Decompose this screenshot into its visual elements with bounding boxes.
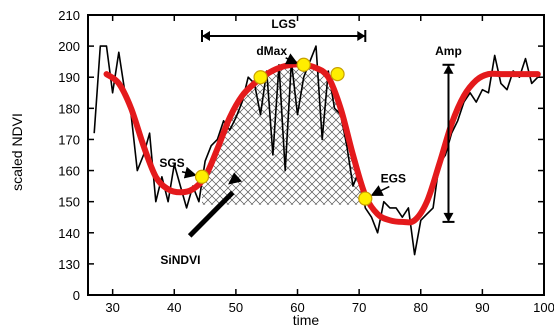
x-tick-label: 90 bbox=[475, 300, 489, 315]
lgs-arrow-left-head bbox=[202, 31, 210, 41]
dmax-pointer bbox=[284, 53, 299, 65]
sindvi-pointer-shaft bbox=[187, 190, 235, 238]
amp-arrow-bottom-head bbox=[443, 212, 454, 222]
y-tick-label: 190 bbox=[58, 70, 80, 85]
y-tick-label: 210 bbox=[58, 8, 80, 23]
phenology-marker bbox=[296, 57, 311, 72]
y-tick-label: 150 bbox=[58, 195, 80, 210]
egs-pointer bbox=[370, 185, 390, 196]
y-tick-label: 140 bbox=[58, 226, 80, 241]
sgs-label: SGS bbox=[159, 156, 184, 170]
phenology-marker bbox=[194, 169, 210, 184]
y-tick-label: 200 bbox=[58, 39, 80, 54]
dmax-label: dMax bbox=[256, 44, 287, 58]
x-tick-label: 60 bbox=[290, 300, 304, 315]
plot-frame bbox=[87, 14, 545, 296]
markers-group bbox=[194, 57, 373, 206]
smoothed-series-group bbox=[103, 61, 541, 226]
y-tick-label: 130 bbox=[58, 257, 80, 272]
lgs-arrow-right-head bbox=[357, 31, 366, 41]
phenology-marker bbox=[330, 67, 345, 82]
sindvi-pointer-head bbox=[228, 172, 243, 185]
sindvi-label: SiNDVI bbox=[160, 253, 200, 267]
x-tick-label: 70 bbox=[352, 300, 366, 315]
x-axis-title: time bbox=[293, 312, 320, 327]
sgs-pointer bbox=[181, 166, 197, 179]
smoothed-ndvi-line bbox=[103, 61, 541, 226]
x-tick-label: 30 bbox=[105, 300, 119, 315]
y-tick-label: 0 bbox=[73, 288, 80, 303]
y-axis-title: scaled NDVI bbox=[9, 113, 25, 191]
axis-ticks: 30 40 50 60 70 80 90 100 0 130 140 150 160 170 180 190 2… bbox=[58, 8, 554, 315]
x-tick-label: 100 bbox=[533, 300, 554, 315]
y-tick-label: 180 bbox=[58, 101, 80, 116]
annotations: LGS Amp SGS dMax EGS SiNDVI bbox=[159, 17, 461, 267]
x-tick-label: 40 bbox=[167, 300, 181, 315]
x-tick-label: 50 bbox=[229, 300, 243, 315]
y-tick-label: 160 bbox=[58, 164, 80, 179]
phenology-marker bbox=[253, 70, 268, 85]
lgs-label: LGS bbox=[271, 17, 296, 31]
phenology-marker bbox=[358, 191, 373, 206]
egs-label: EGS bbox=[381, 172, 406, 186]
amp-arrow-top-head bbox=[443, 64, 454, 74]
y-tick-label: 170 bbox=[58, 132, 80, 147]
x-tick-label: 80 bbox=[414, 300, 428, 315]
amp-label: Amp bbox=[435, 44, 462, 58]
